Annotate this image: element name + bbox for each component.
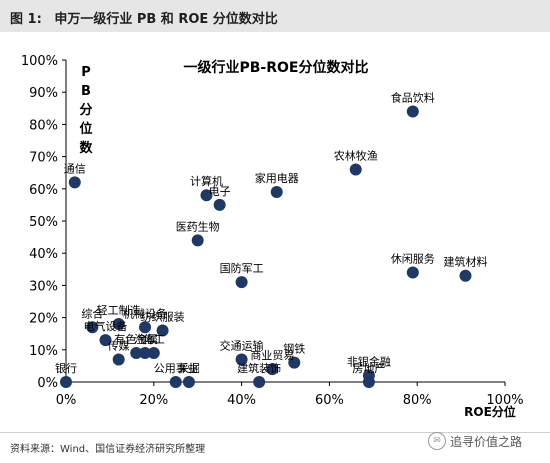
scatter-chart: 0% 10% 20% 30% 40% 50% 60% 70% 80% 90% 100% 0% 20% 40…	[21, 54, 524, 419]
y-tick-label: 30%	[29, 279, 58, 294]
data-point	[200, 189, 213, 202]
point-label: 建筑装饰	[237, 361, 281, 375]
point-label: 农林牧渔	[334, 148, 378, 162]
data-point	[60, 376, 72, 388]
data-point	[270, 186, 283, 199]
point-label: 公用事业	[154, 362, 198, 375]
data-point	[406, 105, 419, 118]
y-axis-label-char: 分	[79, 102, 92, 118]
chart-title: 一级行业PB-ROE分位数对比	[184, 59, 369, 76]
figure-header: 图 1: 申万一级行业 PB 和 ROE 分位数对比	[0, 0, 550, 32]
x-axis-label: ROE分位	[464, 404, 516, 419]
watermark: ✉ 追寻价值之路	[428, 432, 522, 450]
y-axis-label-char: B	[81, 84, 91, 99]
point-label: 轻工制造	[97, 303, 141, 317]
y-tick-label: 100%	[21, 54, 58, 69]
point-label: 纺织服装	[141, 309, 185, 323]
footer-divider	[0, 432, 550, 433]
point-label: 汽车	[134, 332, 156, 346]
point-label: 交通运输	[220, 338, 264, 352]
y-tick-label: 90%	[29, 86, 58, 101]
point-label: 机械设备	[123, 306, 167, 320]
wechat-icon: ✉	[428, 432, 446, 450]
watermark-text: 追寻价值之路	[450, 434, 523, 449]
data-point	[112, 353, 125, 366]
point-label: 有色金属	[114, 332, 158, 346]
data-point	[139, 321, 152, 334]
point-label: 医药生物	[176, 219, 220, 233]
data-point	[349, 163, 362, 176]
x-tick-label: 60%	[315, 393, 344, 408]
point-label: 化工	[143, 332, 165, 346]
y-tick-label: 60%	[29, 183, 58, 198]
point-label: 休闲服务	[391, 252, 435, 266]
point-label: 电子	[209, 185, 231, 198]
data-point	[213, 198, 226, 211]
y-axis-label-char: 数	[79, 140, 93, 156]
data-point	[68, 176, 81, 189]
y-tick-label: 10%	[29, 344, 58, 359]
y-tick-label: 20%	[29, 312, 58, 327]
data-point	[235, 276, 248, 289]
data-point	[362, 376, 375, 388]
point-label: 非银金融	[347, 355, 391, 369]
data-point	[288, 356, 301, 369]
data-point	[253, 376, 266, 388]
data-point	[147, 347, 160, 360]
y-tick-label: 0%	[37, 376, 58, 391]
data-point	[139, 347, 152, 360]
y-tick-label: 40%	[29, 247, 58, 262]
y-axis-label-char: 位	[79, 121, 92, 137]
data-point	[182, 376, 195, 388]
point-label: 家用电器	[255, 171, 299, 185]
point-label: 传媒	[108, 339, 130, 352]
x-tick-label: 40%	[227, 393, 256, 408]
data-point	[406, 266, 419, 279]
point-label: 计算机	[190, 174, 223, 188]
data-point	[112, 318, 125, 331]
point-label: 银行	[55, 361, 77, 375]
point-label: 电气设备	[84, 319, 128, 333]
point-label: 钢铁	[283, 343, 305, 356]
y-axis-label-char: P	[81, 65, 91, 80]
point-label: 商业贸易	[250, 348, 294, 362]
figure-number: 图 1:	[10, 12, 42, 27]
data-point	[86, 321, 99, 334]
point-label: 房地产	[352, 361, 385, 375]
data-point	[156, 324, 169, 337]
x-tick-label: 0%	[56, 393, 77, 408]
y-tick-label: 70%	[29, 151, 58, 166]
data-point	[266, 363, 279, 376]
data-point	[235, 353, 248, 366]
point-label: 综合	[81, 306, 103, 320]
point-label: 国防军工	[220, 261, 264, 275]
data-point	[459, 269, 472, 282]
x-tick-label: 20%	[139, 393, 168, 408]
point-label: 采掘	[178, 361, 200, 375]
data-point	[191, 234, 204, 247]
y-tick-label: 50%	[29, 215, 58, 230]
source-note: 资料来源：Wind、国信证券经济研究所整理	[10, 444, 206, 455]
data-point	[130, 347, 143, 360]
data-point	[169, 376, 182, 388]
x-tick-label: 100%	[486, 393, 523, 408]
y-tick-label: 80%	[29, 118, 58, 133]
x-tick-label: 80%	[403, 393, 432, 408]
figure-title: 申万一级行业 PB 和 ROE 分位数对比	[54, 12, 278, 27]
point-label: 通信	[64, 162, 86, 175]
point-label: 建筑材料	[443, 255, 487, 269]
point-label: 食品饮料	[391, 91, 435, 105]
data-point	[99, 334, 112, 347]
